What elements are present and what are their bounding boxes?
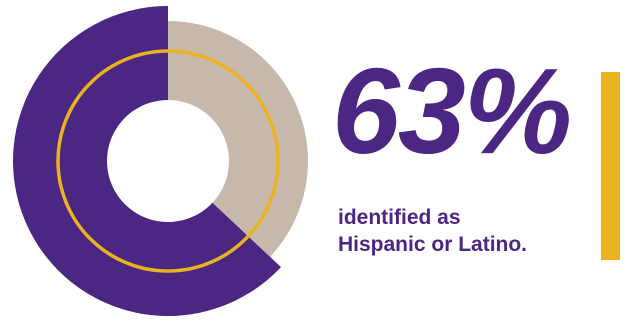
caption-line-2: Hispanic or Latino. <box>338 233 528 256</box>
caption-line-1: identified as <box>338 206 461 229</box>
stat-caption: identified as Hispanic or Latino. <box>338 204 527 258</box>
donut-chart <box>12 6 308 316</box>
percentage-value: 63% <box>332 43 572 179</box>
accent-bar <box>601 72 620 260</box>
donut-slice-primary <box>12 6 281 316</box>
accent-ring <box>56 49 280 273</box>
